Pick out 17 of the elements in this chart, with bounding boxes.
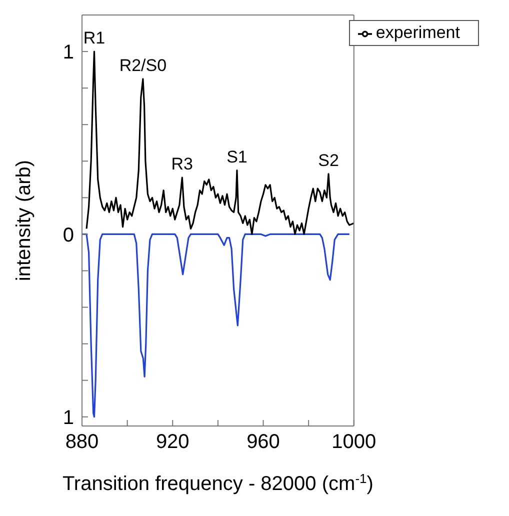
y-tick-label: 0	[62, 224, 74, 246]
x-tick-label: 880	[65, 431, 99, 454]
x-tick-label: 920	[156, 431, 190, 454]
annotation: R3	[171, 154, 194, 174]
line-series	[86, 50, 354, 235]
y-tick-label: 1	[62, 42, 74, 64]
annotation: R2/S0	[119, 56, 167, 75]
y-tick-label: 1	[62, 406, 74, 429]
x-axis-title: Transition frequency - 82000 (cm$^{-1}$)	[62, 470, 374, 495]
legend-label: experiment	[376, 23, 460, 42]
annotation: R1	[83, 28, 106, 48]
annotation: S1	[226, 147, 248, 166]
annotation: S2	[318, 150, 339, 170]
line-series	[82, 233, 350, 418]
x-tick-label: 1000	[332, 431, 376, 454]
x-tick-label: 960	[246, 431, 280, 454]
y-axis-title: intensity (arb)	[13, 160, 35, 282]
